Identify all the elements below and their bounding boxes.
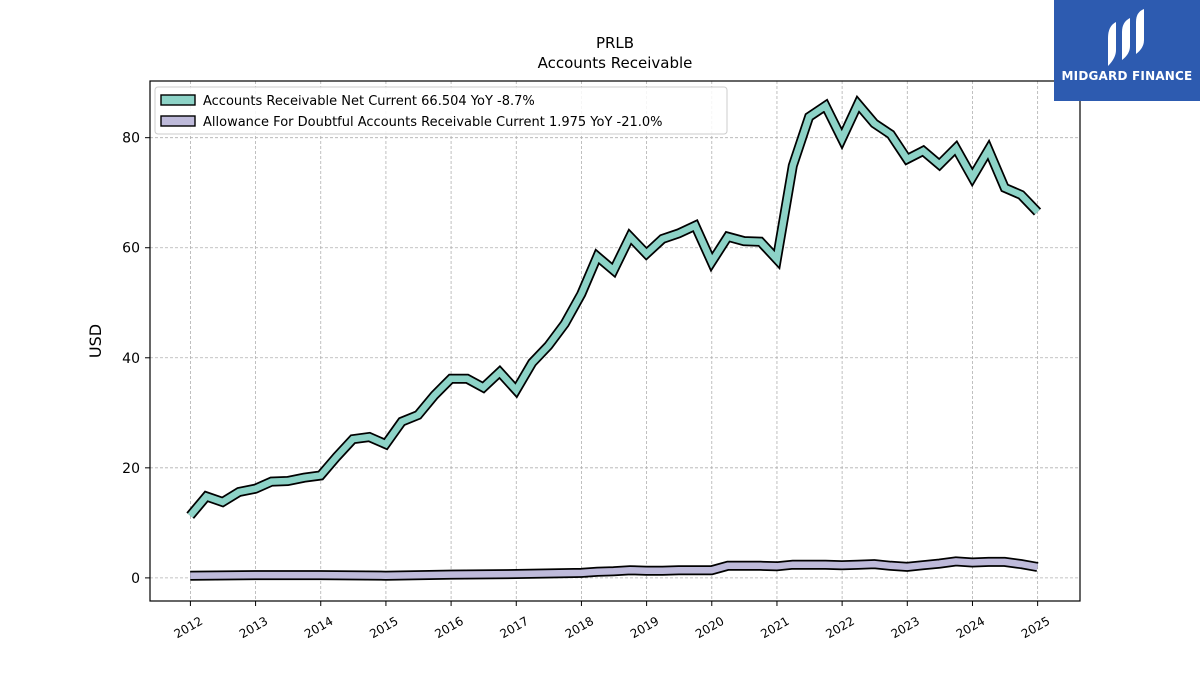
x-tick-label: 2024 [954,614,987,641]
plot-frame [149,80,1081,602]
brand-logo: MIDGARD FINANCE [1054,0,1200,101]
x-tick-label: 2020 [693,614,726,641]
x-tick-label: 2019 [628,614,661,641]
series-line-accounts-receivable-net-current [187,98,1040,518]
y-tick-label: 60 [122,241,140,257]
y-axis-label: USD [86,324,105,358]
x-tick-label: 2016 [432,614,465,641]
series-outline-accounts-receivable-net-current [186,94,1042,519]
legend-label-allowance: Allowance For Doubtful Accounts Receivab… [203,115,663,130]
x-tick-label: 2015 [367,614,400,641]
grid [150,81,1080,601]
y-tick-label: 80 [122,131,140,147]
legend-label-accounts-receivable: Accounts Receivable Net Current 66.504 Y… [203,94,535,109]
y-tick-label: 20 [122,461,140,477]
x-tick-label: 2025 [1019,614,1052,641]
x-tick-label: 2013 [237,614,270,641]
series-layer [186,94,1042,581]
x-tick-label: 2012 [172,614,205,641]
x-tick-label: 2017 [498,614,531,641]
y-tick-label: 0 [131,571,140,587]
logo-text: MIDGARD FINANCE [1061,69,1193,83]
legend: Accounts Receivable Net Current 66.504 Y… [154,86,728,135]
chart-title: PRLB [596,34,634,52]
legend-swatch-allowance [160,115,196,127]
chart-subtitle: Accounts Receivable [538,54,693,72]
logo-mark-icon [1108,9,1144,66]
x-tick-label: 2023 [889,614,922,641]
x-tick-label: 2021 [758,614,791,641]
legend-box [154,86,728,135]
x-tick-label: 2022 [823,614,856,641]
legend-swatch-accounts-receivable [160,94,196,106]
x-tick-label: 2014 [302,614,335,641]
series-line-allowance-doubtful-accounts [190,558,1039,579]
y-tick-label: 40 [122,351,140,367]
x-tick-label: 2018 [563,614,596,641]
